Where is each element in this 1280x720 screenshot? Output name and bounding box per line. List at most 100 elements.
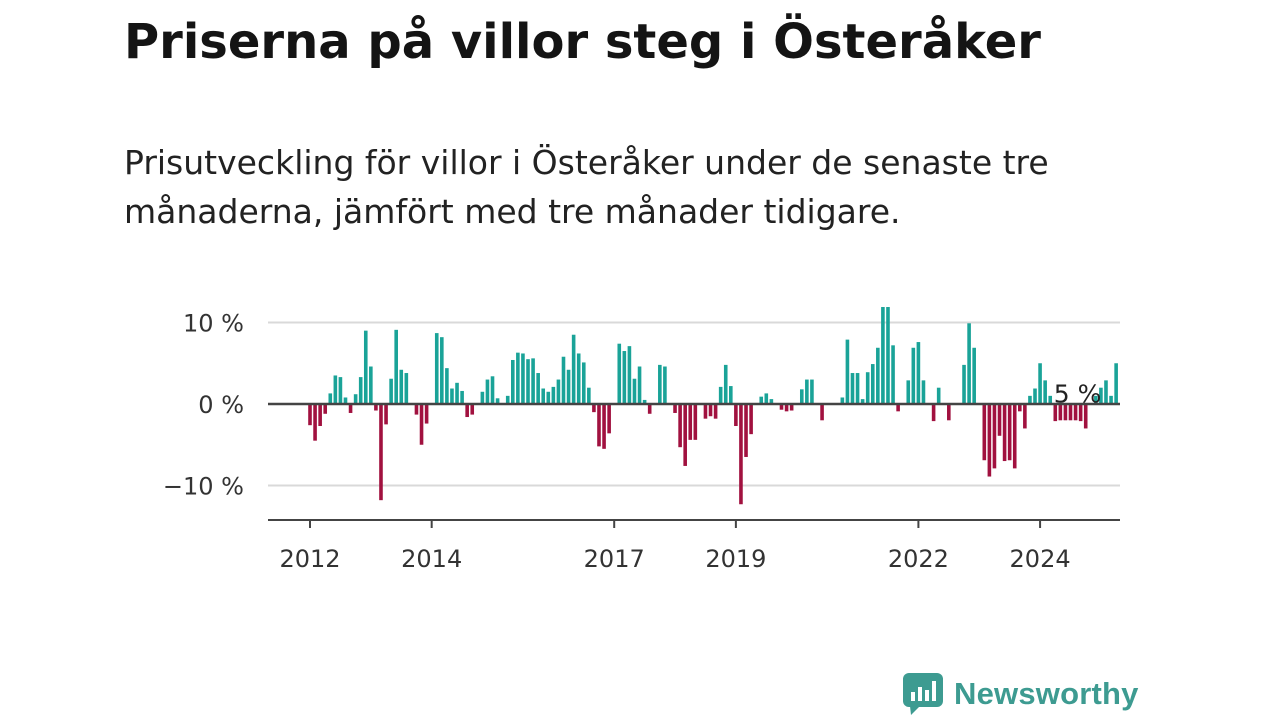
bar [723,364,728,404]
bar [440,337,444,404]
bar-chart: 10 % 0 % −10 % 2012 2014 2017 2019 2022 2024 5 % [163,307,1120,573]
bar [663,366,667,404]
bar [764,393,769,404]
bar [860,399,865,404]
bar [642,399,647,404]
x-tick-label: 2012 [279,545,340,573]
bar [551,386,556,404]
bar [576,353,581,404]
bar [713,404,718,419]
bar [531,358,535,404]
bar [419,404,424,445]
bar [602,404,606,449]
bar [744,404,748,457]
bar [906,380,911,404]
bar [369,366,373,404]
bar [840,397,845,404]
bar [673,404,677,413]
x-tick-label: 2017 [584,545,645,573]
bar [769,399,774,404]
bar [1073,404,1078,421]
bar [678,404,682,448]
bar [384,404,388,425]
newsworthy-logo: Newsworthy [902,672,1139,716]
bar [1012,404,1017,469]
bar [308,404,312,426]
bar [921,380,926,404]
bar [1078,404,1083,422]
bar [779,404,784,410]
bar [566,369,571,404]
newsworthy-logo-icon [903,673,943,715]
bar [445,368,449,404]
bar [799,389,804,404]
y-tick-label: −10 % [163,473,244,501]
bar [982,404,987,461]
bar [916,342,921,404]
bar [348,404,353,413]
bar [637,366,642,404]
bar [734,404,738,427]
x-tick-label: 2022 [888,545,949,573]
bar [592,404,596,413]
bar [718,386,723,404]
bar [1083,404,1088,429]
bar [962,364,966,404]
bar [972,347,976,404]
bar [455,382,459,404]
bar [1023,404,1027,429]
bar [881,307,885,404]
bar [526,359,530,404]
bar [1002,404,1007,462]
bar [693,404,698,440]
bar [632,378,637,404]
bar [607,404,611,434]
bar [617,343,622,404]
bar [561,356,566,404]
latest-value-annotation: 5 % [1054,379,1102,408]
bar [739,404,743,505]
bar [987,404,992,477]
y-tick-label: 0 % [198,391,244,419]
bar [333,375,338,404]
bar [820,404,824,421]
bar [1043,380,1047,404]
bar [627,346,632,404]
bar [1033,388,1037,404]
bar [1038,363,1042,404]
bar [318,404,322,427]
bar [511,359,515,404]
bar [597,404,601,447]
bar [896,404,900,412]
y-tick-label: 10 % [183,310,244,338]
bar [353,394,358,404]
bar [338,377,343,404]
bar [374,404,378,411]
bar [1028,395,1032,404]
bar [399,369,404,404]
bar [870,364,875,404]
bar [1114,363,1118,404]
bar [556,379,561,404]
bar [1053,404,1058,422]
bar [1018,404,1022,412]
bar [936,387,941,404]
bar [931,404,936,422]
bar [480,391,485,404]
bar [845,339,850,404]
bar [810,379,814,404]
bar [911,347,916,404]
bar [460,390,464,404]
bar [708,404,713,417]
x-tick-label: 2024 [1010,545,1071,573]
bar [389,378,393,404]
bar [379,404,383,501]
bar [997,404,1002,436]
bar [470,404,475,415]
bar [394,329,398,404]
bar [581,362,586,404]
bar [886,307,890,404]
bar [855,373,860,404]
bar [891,345,895,404]
bar [328,393,333,404]
